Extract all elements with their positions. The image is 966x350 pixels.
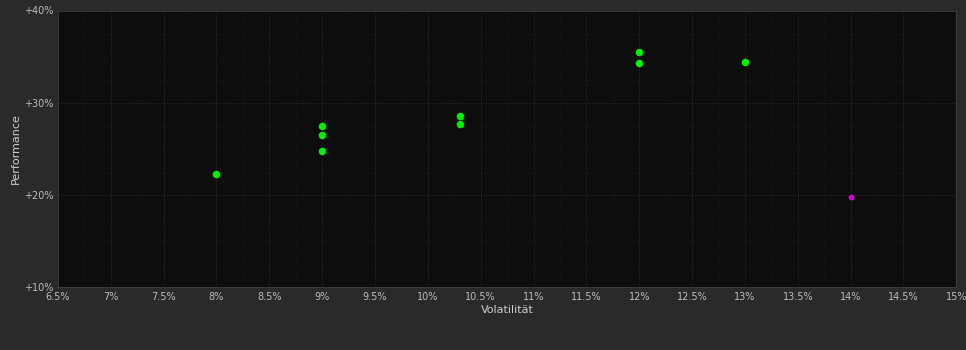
Point	[452, 121, 468, 127]
Point	[632, 49, 647, 55]
X-axis label: Volatilität: Volatilität	[481, 304, 533, 315]
Point	[315, 123, 330, 128]
Point	[737, 59, 753, 65]
Point	[452, 114, 468, 119]
Point	[315, 148, 330, 153]
Point	[209, 171, 224, 176]
Y-axis label: Performance: Performance	[11, 113, 21, 184]
Point	[843, 194, 859, 199]
Point	[315, 132, 330, 138]
Point	[632, 60, 647, 66]
